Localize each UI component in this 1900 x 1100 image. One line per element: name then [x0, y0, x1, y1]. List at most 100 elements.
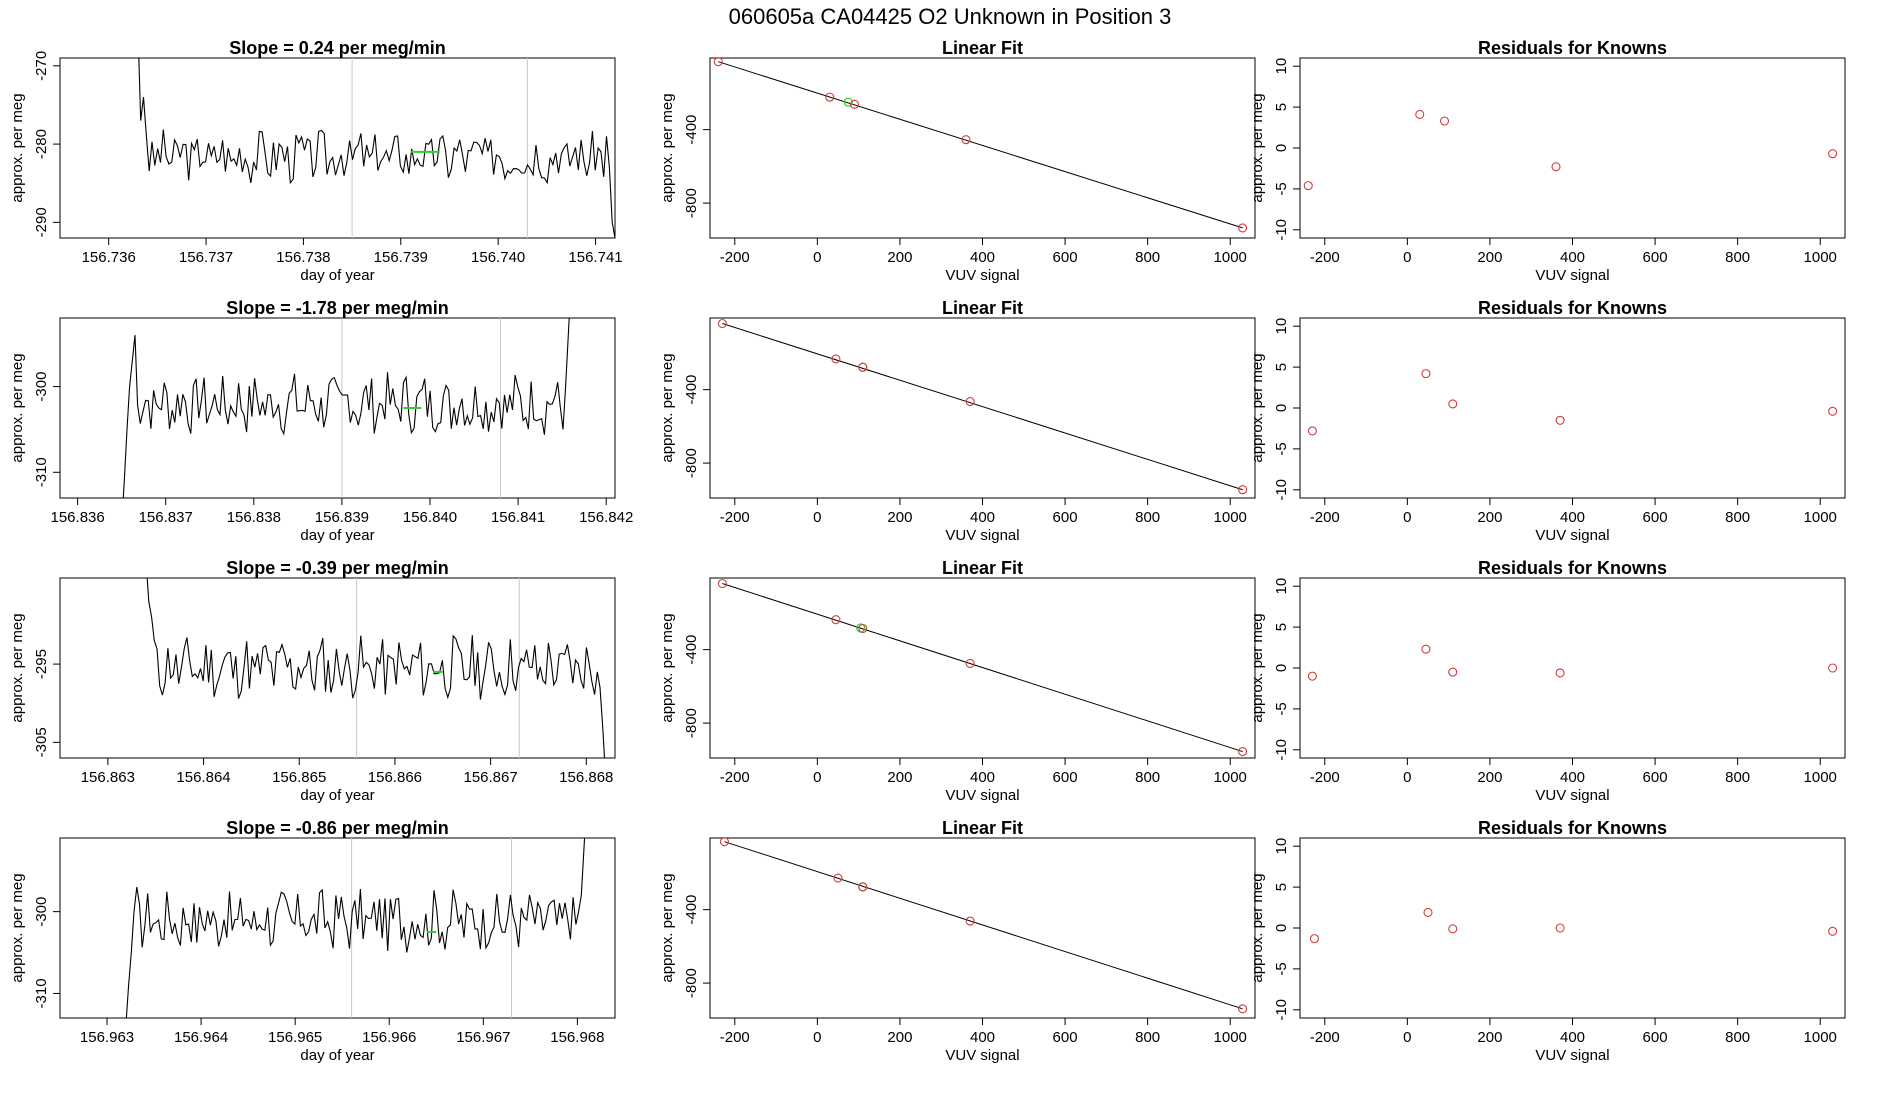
x-tick-label: -200 [720, 769, 750, 786]
x-tick-label: 0 [1403, 509, 1411, 526]
y-tick-label: 0 [1273, 404, 1290, 412]
x-tick-label: 156.737 [179, 249, 233, 266]
x-axis-label: VUV signal [1535, 1047, 1609, 1064]
x-axis-label: VUV signal [945, 267, 1019, 284]
x-tick-label: 400 [970, 509, 995, 526]
x-tick-label: 156.866 [368, 769, 422, 786]
fit-line [722, 323, 1243, 491]
y-axis-label: approx. per meg [1249, 353, 1266, 462]
y-tick-label: 10 [1273, 58, 1290, 75]
chart-panel: Residuals for Knowns-200 0 200 400 600 800 100… [1249, 38, 1846, 284]
y-tick-label: 5 [1273, 883, 1290, 891]
chart-panel: Linear Fit -200 0 200 400 600 800 1000 -400 -800 V… [659, 558, 1256, 804]
x-tick-label: 156.963 [80, 1029, 134, 1046]
x-tick-label: 400 [970, 769, 995, 786]
known-point [833, 873, 843, 883]
chart-title: Linear Fit [942, 558, 1023, 578]
plot-area [717, 578, 1248, 757]
fit-line [722, 583, 1243, 753]
x-tick-label: 156.740 [471, 249, 525, 266]
known-point [831, 615, 841, 625]
x-tick-label: 156.836 [51, 509, 105, 526]
x-tick-label: 800 [1725, 1029, 1750, 1046]
known-point [717, 318, 727, 329]
fit-line [718, 61, 1243, 229]
y-tick-label: -295 [33, 649, 50, 679]
y-tick-label: -10 [1273, 219, 1290, 241]
x-tick-label: 200 [887, 249, 912, 266]
x-tick-label: 1000 [1214, 769, 1247, 786]
known-point [825, 92, 835, 102]
y-tick-label: -400 [683, 115, 700, 145]
x-axis-label: day of year [300, 527, 374, 544]
chart-panel: Slope = 0.24 per meg/min 156.736 156.737 15… [9, 38, 623, 284]
y-tick-label: -270 [33, 51, 50, 81]
residual-point [1303, 181, 1313, 191]
x-tick-label: 600 [1643, 1029, 1668, 1046]
x-tick-label: 156.840 [403, 509, 457, 526]
x-tick-label: 200 [1477, 249, 1502, 266]
x-axis-label: VUV signal [1535, 787, 1609, 804]
x-tick-label: 156.736 [82, 249, 136, 266]
residual-point [1415, 109, 1425, 120]
residual-point [1555, 415, 1565, 425]
chart-title: Residuals for Knowns [1478, 38, 1667, 58]
y-axis-label: approx. per meg [1249, 873, 1266, 982]
x-tick-label: 0 [813, 249, 821, 266]
x-tick-label: 400 [970, 1029, 995, 1046]
unknown-point [843, 97, 853, 107]
plot-area [122, 318, 570, 498]
trace-line [146, 578, 606, 758]
x-tick-label: 600 [1053, 769, 1078, 786]
plot-frame [1299, 317, 1846, 499]
y-tick-label: -400 [683, 375, 700, 405]
x-tick-label: 800 [1135, 1029, 1160, 1046]
residual-point [1551, 162, 1561, 172]
plot-area [713, 58, 1248, 233]
plot-frame [1299, 577, 1846, 759]
y-tick-label: 10 [1273, 578, 1290, 595]
x-axis-label: VUV signal [945, 527, 1019, 544]
y-tick-label: -300 [33, 897, 50, 927]
y-tick-label: -5 [1273, 182, 1290, 195]
y-axis-label: approx. per meg [659, 873, 676, 982]
x-tick-label: 0 [813, 769, 821, 786]
known-point [965, 397, 975, 407]
chart-title: Slope = -0.86 per meg/min [226, 818, 449, 838]
y-tick-label: -300 [33, 372, 50, 402]
y-tick-label: -290 [33, 207, 50, 237]
residual-point [1448, 399, 1458, 409]
x-tick-label: 1000 [1804, 769, 1837, 786]
y-axis-label: approx. per meg [659, 613, 676, 722]
known-point [961, 135, 971, 145]
x-tick-label: 1000 [1804, 249, 1837, 266]
x-axis-label: VUV signal [945, 787, 1019, 804]
y-axis-label: approx. per meg [1249, 93, 1266, 202]
x-axis-label: day of year [300, 267, 374, 284]
x-tick-label: 600 [1643, 249, 1668, 266]
x-tick-label: 156.867 [463, 769, 517, 786]
y-tick-label: -10 [1273, 999, 1290, 1021]
known-point [858, 362, 868, 372]
chart-title: Linear Fit [942, 38, 1023, 58]
residual-point [1555, 668, 1565, 678]
chart-panel: Residuals for Knowns-200 0 200 400 600 800 100… [1249, 818, 1846, 1064]
x-tick-label: -200 [1310, 1029, 1340, 1046]
y-tick-label: -305 [33, 727, 50, 757]
known-point [719, 838, 729, 847]
x-tick-label: 600 [1053, 509, 1078, 526]
x-tick-label: 800 [1135, 509, 1160, 526]
y-axis-label: approx. per meg [9, 873, 26, 982]
plot-frame [59, 57, 616, 239]
plot-frame [59, 837, 616, 1019]
x-tick-label: 156.738 [276, 249, 330, 266]
x-tick-label: 1000 [1804, 509, 1837, 526]
x-tick-label: 1000 [1214, 249, 1247, 266]
chart-title: Slope = 0.24 per meg/min [229, 38, 446, 58]
y-tick-label: -800 [683, 448, 700, 478]
plot-frame [1299, 57, 1846, 239]
residual-point [1555, 923, 1565, 933]
x-tick-label: -200 [720, 249, 750, 266]
y-tick-label: 0 [1273, 924, 1290, 932]
